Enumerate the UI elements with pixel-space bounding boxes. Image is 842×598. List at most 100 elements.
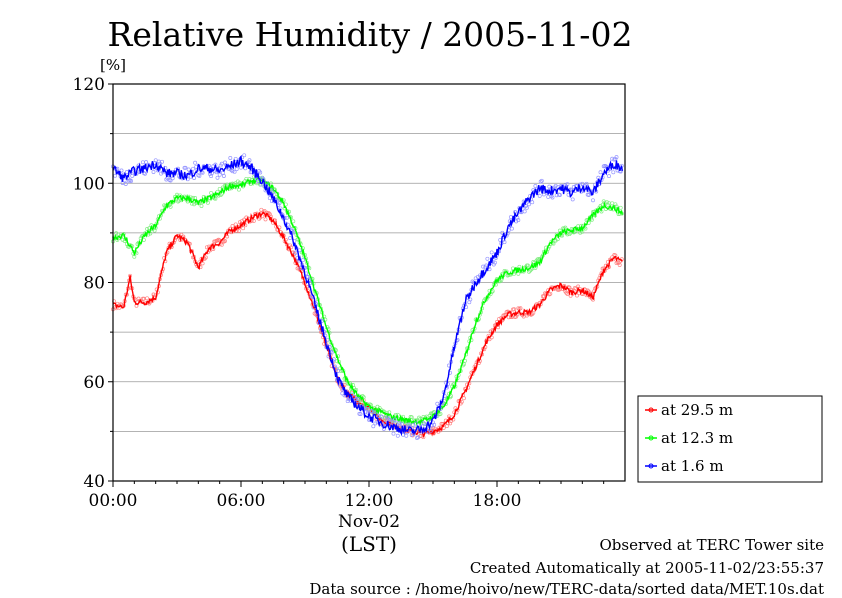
- data-point: [504, 269, 509, 274]
- data-point: [395, 433, 400, 438]
- data-point: [129, 179, 134, 183]
- data-point: [153, 158, 158, 163]
- data-point: [219, 242, 224, 247]
- data-point: [613, 202, 618, 207]
- series-line: [112, 154, 624, 437]
- data-point: [591, 198, 595, 203]
- data-point: [239, 165, 243, 170]
- data-point: [210, 170, 215, 175]
- data-point: [396, 420, 401, 425]
- data-point: [603, 164, 608, 169]
- data-point: [151, 170, 156, 174]
- data-point: [144, 160, 149, 165]
- x-tick-label: 12:00: [345, 491, 394, 511]
- chart-title: Relative Humidity / 2005-11-02: [108, 15, 633, 54]
- data-point: [499, 278, 504, 283]
- data-point: [530, 200, 535, 205]
- data-point: [160, 159, 165, 164]
- data-point: [128, 178, 133, 183]
- series-2: [111, 175, 624, 428]
- data-point: [349, 390, 354, 395]
- data-point: [407, 424, 412, 429]
- y-axis-label: [%]: [100, 56, 126, 74]
- grid: [113, 133, 625, 432]
- footer-data-source: Data source : /home/hoivo/new/TERC-data/…: [309, 580, 824, 598]
- data-point: [413, 421, 418, 426]
- data-point: [183, 165, 188, 170]
- data-point: [168, 178, 173, 183]
- data-point: [548, 291, 553, 296]
- data-point: [578, 230, 583, 235]
- data-point: [234, 167, 239, 172]
- data-point: [586, 193, 591, 197]
- data-point: [203, 255, 208, 260]
- data-point: [122, 178, 127, 183]
- data-point: [124, 170, 129, 174]
- data-point: [251, 219, 256, 223]
- data-point: [365, 410, 370, 415]
- data-point: [489, 250, 494, 255]
- legend: at 29.5 m at 12.3 m at 1.6 m: [637, 395, 823, 483]
- data-point: [364, 406, 369, 411]
- data-point: [191, 166, 195, 171]
- data-point: [387, 410, 392, 415]
- data-point: [186, 167, 191, 172]
- data-point: [409, 415, 414, 420]
- data-point: [288, 236, 293, 241]
- data-point: [616, 260, 621, 265]
- y-tick-label: 60: [83, 373, 105, 393]
- data-point: [130, 173, 135, 178]
- data-point: [400, 422, 405, 427]
- data-point: [168, 204, 173, 209]
- data-point: [143, 171, 147, 176]
- data-point: [370, 409, 375, 414]
- data-point: [531, 260, 536, 264]
- data-point: [293, 250, 298, 255]
- data-point: [259, 207, 264, 212]
- data-point: [491, 262, 496, 267]
- data-point: [284, 215, 289, 220]
- x-ticks: 00:00 06:00 12:00 18:00: [89, 481, 605, 511]
- x-tick-label: 00:00: [89, 491, 138, 511]
- data-point: [300, 258, 305, 263]
- data-point: [461, 396, 466, 401]
- data-point: [219, 161, 224, 166]
- data-point: [615, 259, 620, 264]
- data-point: [193, 160, 198, 165]
- data-point: [508, 215, 513, 220]
- data-point: [220, 170, 225, 175]
- data-point: [527, 202, 531, 207]
- data-point: [176, 199, 181, 204]
- data-point: [557, 193, 562, 197]
- data-point: [356, 396, 361, 401]
- data-point: [435, 401, 440, 406]
- data-point: [563, 225, 568, 230]
- data-point: [119, 168, 124, 173]
- data-point: [236, 187, 241, 192]
- data-point: [583, 226, 588, 231]
- data-point: [448, 421, 453, 426]
- data-point: [614, 204, 619, 209]
- data-point: [531, 310, 536, 315]
- series-line: [112, 177, 624, 426]
- data-point: [113, 173, 118, 178]
- data-point: [416, 435, 421, 440]
- data-point: [233, 156, 238, 161]
- data-point: [485, 256, 490, 261]
- data-point: [217, 186, 222, 191]
- data-point: [607, 174, 611, 179]
- data-point: [468, 297, 473, 302]
- data-point: [583, 182, 588, 187]
- data-point: [275, 191, 280, 196]
- legend-marker: [648, 435, 654, 441]
- data-point: [291, 219, 296, 224]
- data-point: [297, 248, 302, 253]
- legend-marker: [648, 463, 654, 469]
- data-point: [404, 433, 409, 438]
- data-point: [379, 414, 384, 419]
- data-point: [358, 400, 363, 405]
- data-point: [230, 169, 235, 174]
- data-point: [610, 201, 615, 206]
- data-point: [392, 417, 397, 422]
- data-point: [618, 205, 623, 210]
